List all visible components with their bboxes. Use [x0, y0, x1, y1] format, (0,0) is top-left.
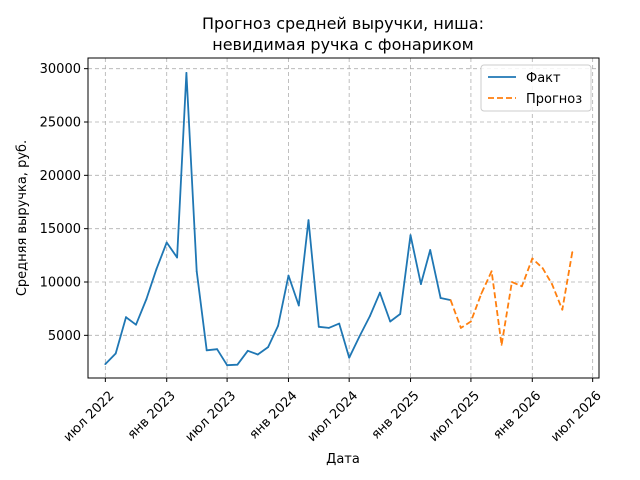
- data-point: [307, 219, 310, 222]
- data-point: [460, 327, 462, 329]
- data-point: [480, 292, 483, 295]
- x-tick-label: июл 2022: [61, 388, 118, 445]
- x-axis-label: Дата: [326, 452, 360, 467]
- series-forecast: [449, 251, 574, 346]
- data-point: [429, 249, 432, 251]
- y-axis-label: Средняя выручка, руб.: [15, 140, 30, 296]
- y-axis: 5000 10000 15000 20000 25000 30000: [40, 62, 88, 344]
- chart-title: Прогноз средней выручки, ниша: невидимая…: [202, 14, 484, 54]
- chart-title-line-1: Прогноз средней выручки, ниша:: [202, 14, 484, 33]
- legend-label-forecast: Прогноз: [526, 92, 582, 107]
- legend-label-fact: Факт: [526, 71, 561, 86]
- data-point: [104, 363, 107, 365]
- data-point: [114, 352, 117, 355]
- chart-title-line-2: невидимая ручка с фонариком: [212, 35, 474, 54]
- data-point: [449, 299, 452, 301]
- data-point: [287, 274, 290, 277]
- data-point: [358, 335, 361, 338]
- x-axis: июл 2022 янв 2023 июл 2023 янв 2024 июл 2024…: [61, 378, 605, 445]
- x-tick-label: июл 2023: [183, 388, 240, 445]
- y-tick-label: 10000: [40, 276, 81, 291]
- x-tick-label: июл 2025: [426, 388, 483, 445]
- grid-lines: [88, 58, 599, 378]
- x-tick-label: июл 2024: [305, 388, 362, 445]
- data-point: [195, 270, 198, 273]
- data-point: [226, 364, 229, 367]
- data-point: [317, 325, 320, 328]
- data-point: [531, 257, 534, 260]
- data-point: [511, 281, 513, 283]
- data-point: [369, 315, 371, 317]
- x-tick-label: янв 2025: [369, 388, 423, 442]
- data-point: [409, 234, 412, 237]
- data-point: [327, 327, 330, 329]
- x-tick-label: янв 2026: [490, 388, 544, 442]
- data-point: [389, 320, 392, 323]
- data-point: [338, 322, 341, 325]
- series-layer: [104, 72, 574, 367]
- data-point: [277, 324, 279, 327]
- y-tick-label: 5000: [48, 329, 81, 344]
- data-point: [246, 349, 249, 352]
- data-point: [256, 353, 259, 356]
- data-point: [185, 72, 188, 74]
- data-point: [500, 344, 503, 346]
- data-point: [125, 316, 127, 319]
- data-point: [205, 349, 208, 352]
- data-point: [297, 304, 300, 307]
- data-point: [551, 283, 553, 285]
- data-point: [420, 283, 422, 285]
- y-tick-label: 20000: [40, 169, 81, 184]
- x-tick-label: июл 2026: [548, 388, 605, 445]
- data-point: [541, 267, 544, 269]
- data-point: [145, 298, 148, 300]
- data-point: [165, 241, 168, 244]
- data-point: [399, 313, 402, 315]
- data-point: [571, 251, 574, 254]
- y-tick-label: 25000: [40, 116, 81, 131]
- y-tick-label: 30000: [40, 62, 81, 77]
- data-point: [135, 323, 137, 326]
- data-point: [236, 363, 239, 366]
- data-point: [470, 320, 472, 323]
- data-point: [439, 297, 442, 299]
- data-point: [267, 346, 269, 348]
- data-point: [348, 356, 351, 359]
- data-point: [155, 268, 158, 271]
- plot-area-frame: [87, 57, 600, 379]
- series-fact: [104, 72, 452, 367]
- x-tick-label: янв 2024: [247, 388, 301, 442]
- y-tick-label: 15000: [40, 222, 81, 237]
- fact-line: [104, 72, 451, 367]
- forecast-line: [449, 251, 574, 346]
- data-point: [490, 270, 493, 273]
- legend: Факт Прогноз: [480, 64, 592, 112]
- data-point: [521, 285, 523, 288]
- data-point: [176, 256, 179, 259]
- data-point: [216, 348, 219, 351]
- data-point: [561, 308, 564, 311]
- data-point: [379, 291, 381, 294]
- x-tick-label: янв 2023: [125, 388, 179, 442]
